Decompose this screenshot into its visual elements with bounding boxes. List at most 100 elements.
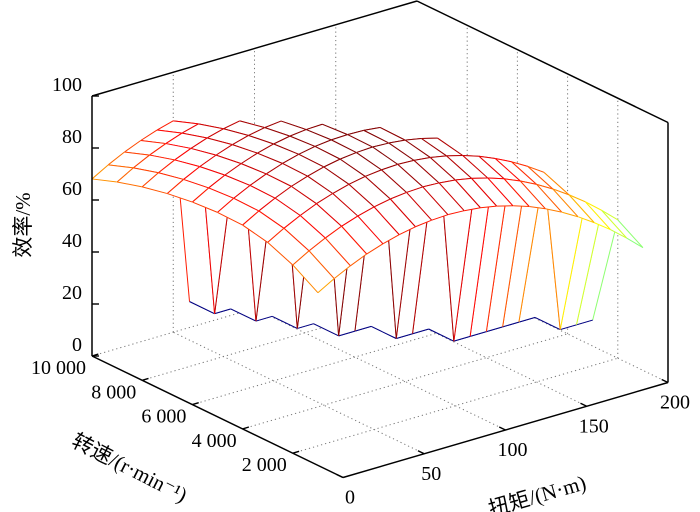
mesh-edge xyxy=(230,308,257,322)
mesh-edge xyxy=(291,175,308,187)
z-tick-label: 40 xyxy=(62,230,82,252)
x-tick xyxy=(498,426,506,431)
floor-grid-y xyxy=(242,333,568,430)
mesh-edge xyxy=(347,134,373,148)
mesh-edge xyxy=(520,180,537,185)
mesh-edge xyxy=(332,193,359,217)
mesh-edge xyxy=(233,197,260,212)
mesh-edge xyxy=(577,216,595,224)
mesh-edge xyxy=(257,143,274,154)
mesh-edge xyxy=(248,135,274,145)
mesh-edge xyxy=(584,201,611,230)
mesh-edge xyxy=(437,137,463,156)
mesh-edge xyxy=(585,201,602,211)
mesh-edge xyxy=(338,330,356,337)
mesh-edge xyxy=(480,205,497,209)
mesh-edge xyxy=(478,155,505,180)
mesh-edge xyxy=(215,144,233,156)
mesh-edge xyxy=(308,237,326,252)
mesh-edge xyxy=(223,128,249,136)
mesh-edge xyxy=(527,166,554,190)
mesh-edge xyxy=(267,227,285,243)
mesh-edge xyxy=(536,183,553,190)
floor-grid-x xyxy=(173,331,425,455)
mesh-edge xyxy=(107,151,125,166)
mesh-edge xyxy=(446,155,472,179)
mesh-edge xyxy=(305,129,332,141)
mesh-edge xyxy=(363,126,381,131)
mesh-edge xyxy=(299,215,326,239)
mesh-edge xyxy=(240,152,258,165)
mesh-edge xyxy=(438,179,456,184)
mesh-edge xyxy=(388,139,406,144)
mesh-edge xyxy=(158,172,184,180)
mesh-edge xyxy=(124,151,150,156)
mesh-edge xyxy=(273,143,299,155)
mesh-edge xyxy=(422,186,449,216)
mesh-edge xyxy=(363,129,390,144)
mesh-edge xyxy=(372,146,398,165)
mesh-edge xyxy=(282,153,299,164)
mesh-edge xyxy=(156,129,183,134)
floor-grid-x xyxy=(254,308,506,431)
mesh-edge xyxy=(381,163,398,171)
y-tick xyxy=(91,353,99,357)
mesh-edge xyxy=(133,154,150,169)
mesh-edge xyxy=(396,333,413,339)
mesh-edge xyxy=(397,159,415,165)
z-tick-label: 80 xyxy=(62,126,82,148)
mesh-edge xyxy=(322,123,348,136)
mesh-edge xyxy=(406,192,433,221)
mesh-edge xyxy=(559,201,586,330)
mesh-edge xyxy=(405,137,422,141)
mesh-edge xyxy=(297,323,314,329)
mesh-edge xyxy=(610,229,627,239)
mesh-edge xyxy=(323,158,341,168)
mesh-edge xyxy=(158,159,176,174)
x-tick xyxy=(580,402,588,407)
mesh-edge xyxy=(258,197,276,212)
mesh-edge xyxy=(165,132,183,144)
mesh-edge xyxy=(183,178,209,189)
mesh-edge xyxy=(365,169,382,177)
mesh-edge xyxy=(350,253,367,267)
mesh-edge xyxy=(141,172,159,188)
mesh-edge xyxy=(274,185,292,199)
mesh-edge xyxy=(366,243,384,255)
mesh-edge xyxy=(534,316,561,331)
mesh-edge xyxy=(464,207,481,212)
mesh-edge xyxy=(431,214,449,221)
mesh-edge xyxy=(357,206,375,217)
mesh-edge xyxy=(462,155,479,157)
mesh-edge xyxy=(381,169,407,193)
mesh-edge xyxy=(503,178,530,207)
y-tick-label: 10 000 xyxy=(31,357,86,379)
mesh-edge xyxy=(249,185,276,199)
mesh-edge xyxy=(356,146,373,154)
mesh-edge xyxy=(373,206,400,235)
z-tick-label: 100 xyxy=(52,74,82,96)
mesh-edge xyxy=(124,140,142,153)
y-tick-label: 6 000 xyxy=(141,406,186,428)
mesh-edge xyxy=(298,153,325,168)
mesh-edge xyxy=(224,163,242,176)
mesh-edge xyxy=(264,120,282,129)
z-tick-label: 20 xyxy=(62,282,82,304)
mesh-edge xyxy=(341,215,359,227)
mesh-edge xyxy=(447,210,465,216)
mesh-edge xyxy=(149,154,175,161)
mesh-edge xyxy=(174,159,200,168)
mesh-edge xyxy=(208,187,234,199)
mesh-edge xyxy=(552,188,579,218)
mesh-edge xyxy=(454,179,481,209)
mesh-edge xyxy=(280,120,307,131)
mesh-edge xyxy=(258,210,285,229)
mesh-edge xyxy=(214,308,231,315)
mesh-edge xyxy=(373,198,391,208)
mesh-edge xyxy=(333,265,351,279)
mesh-edge xyxy=(166,179,184,194)
mesh-edge xyxy=(292,250,310,266)
mesh-edge xyxy=(601,209,628,239)
mesh-edge xyxy=(478,155,496,159)
mesh-edge xyxy=(317,278,335,294)
